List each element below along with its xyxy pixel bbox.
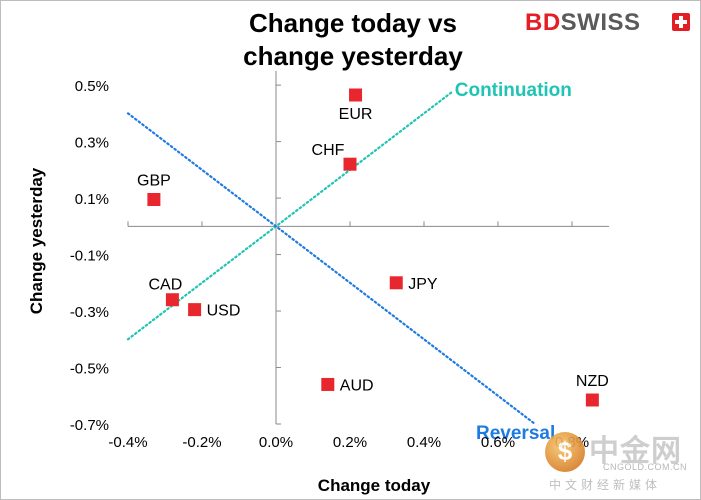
point-label-chf: CHF: [312, 142, 345, 159]
chart-title-line-2: change yesterday: [243, 41, 463, 71]
y-tick-label-4: -0.3%: [70, 304, 109, 321]
y-tick-label-6: -0.7%: [70, 417, 109, 434]
point-aud: [321, 377, 335, 391]
watermark-cn-text: 中金网: [589, 435, 682, 468]
tick-labels: -0.4%-0.2%0.0%0.2%0.4%0.6%0.8%0.5%0.3%0.…: [70, 78, 589, 451]
point-nzd: [585, 393, 599, 407]
chart-title-line-1: Change today vs: [249, 8, 457, 38]
point-gbp: [147, 192, 161, 206]
watermark-subtitle: 中文财经新媒体: [549, 478, 662, 492]
cngold-watermark: $ 中金网 CNGOLD.COM.CN 中文财经新媒体: [541, 426, 701, 496]
coin-logo-icon: $: [545, 432, 585, 472]
x-tick-label-3: 0.2%: [333, 434, 367, 451]
x-axis-label: Change today: [318, 476, 431, 495]
y-tick-label-5: -0.5%: [70, 361, 109, 378]
point-chf: [343, 157, 357, 171]
point-label-eur: EUR: [339, 106, 373, 123]
x-axis-label-group: Change today: [318, 476, 431, 495]
bdswiss-logo: BDSWISS: [525, 9, 693, 37]
x-tick-label-0: -0.4%: [108, 434, 147, 451]
point-label-aud: AUD: [340, 377, 374, 394]
point-cad: [165, 293, 179, 307]
point-label-cad: CAD: [149, 277, 183, 294]
y-tick-label-3: -0.1%: [70, 248, 109, 265]
x-tick-label-4: 0.4%: [407, 434, 441, 451]
continuation-label: Continuation: [455, 80, 572, 101]
point-usd: [188, 303, 202, 317]
y-axis-label: Change yesterday: [27, 167, 46, 314]
y-tick-label-2: 0.1%: [75, 191, 109, 208]
reference-lines: Continuation Reversal: [126, 80, 572, 444]
logo-bd: BD: [525, 9, 561, 36]
reversal-line: [126, 112, 537, 426]
point-label-gbp: GBP: [137, 172, 171, 189]
logo-swiss: SWISS: [560, 9, 641, 36]
y-axis-label-group: Change yesterday: [27, 167, 46, 314]
x-tick-label-5: 0.6%: [481, 434, 515, 451]
axes: [127, 71, 609, 425]
watermark-url: CNGOLD.COM.CN: [603, 462, 688, 472]
point-label-jpy: JPY: [408, 276, 438, 293]
reversal-label: Reversal: [476, 423, 555, 444]
point-label-usd: USD: [207, 303, 241, 320]
y-tick-label-0: 0.5%: [75, 78, 109, 95]
data-points: EUR CHF GBP CAD USD JPY AUD NZD: [137, 88, 609, 407]
point-jpy: [389, 276, 403, 290]
x-tick-label-2: 0.0%: [259, 434, 293, 451]
point-label-nzd: NZD: [576, 373, 609, 390]
y-tick-label-1: 0.3%: [75, 135, 109, 152]
point-eur: [349, 88, 363, 102]
continuation-line: [126, 91, 453, 341]
logo-wordmark: BDSWISS: [525, 9, 641, 37]
swiss-cross-icon: [672, 13, 690, 31]
x-tick-label-1: -0.2%: [182, 434, 221, 451]
